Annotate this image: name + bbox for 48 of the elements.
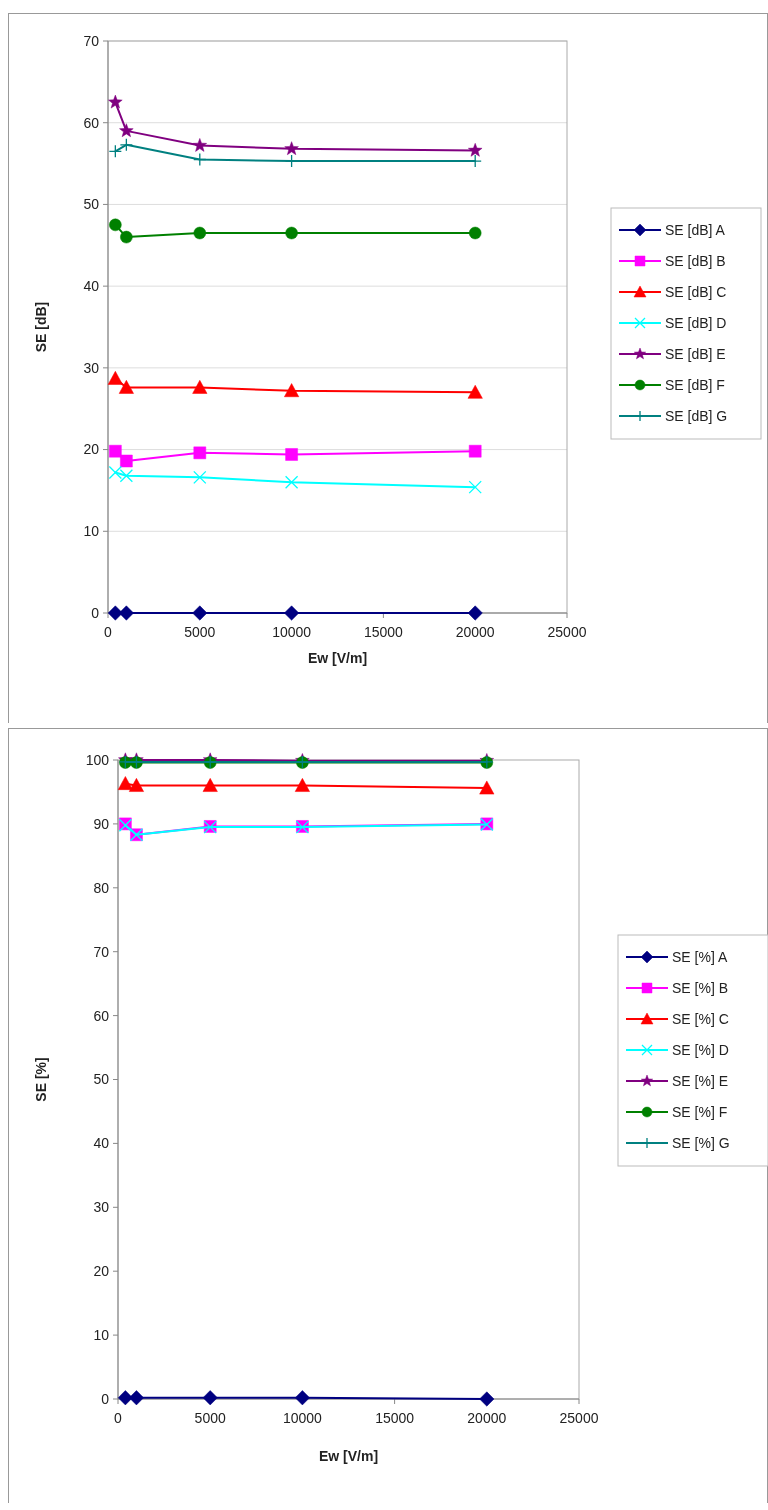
y-tick-label: 100 xyxy=(85,751,110,768)
legend-label: SE [%] B xyxy=(672,979,729,996)
y-axis-title: SE [dB] xyxy=(33,301,49,353)
legend-label: SE [dB] A xyxy=(665,221,726,238)
y-tick-label: 50 xyxy=(83,196,100,213)
legend-label: SE [%] G xyxy=(672,1134,730,1151)
x-tick-label: 10000 xyxy=(282,1410,323,1426)
y-tick-label: 10 xyxy=(93,1327,110,1343)
y-tick-label: 0 xyxy=(101,1390,110,1407)
legend-label: SE [%] D xyxy=(672,1041,729,1058)
y-axis-title: SE [%] xyxy=(33,1057,49,1102)
y-tick-label: 70 xyxy=(83,32,100,49)
x-tick-label: 25000 xyxy=(559,1410,599,1426)
x-tick-label: 5000 xyxy=(184,624,216,640)
y-tick-label: 40 xyxy=(83,278,100,295)
legend-label: SE [dB] F xyxy=(665,376,725,393)
legend-label: SE [dB] C xyxy=(665,283,727,300)
x-axis-title: Ew [V/m] xyxy=(307,650,368,666)
x-tick-label: 25000 xyxy=(547,624,587,640)
legend-label: SE [dB] D xyxy=(665,314,727,331)
legend-label: SE [dB] G xyxy=(665,407,728,424)
legend-label: SE [dB] B xyxy=(665,252,726,269)
legend-label: SE [dB] E xyxy=(665,345,726,362)
x-tick-label: 20000 xyxy=(467,1410,507,1426)
y-tick-label: 80 xyxy=(93,879,110,896)
legend-label: SE [%] F xyxy=(672,1103,728,1120)
x-tick-label: 10000 xyxy=(272,624,312,640)
y-tick-label: 40 xyxy=(93,1135,110,1152)
y-tick-label: 20 xyxy=(93,1263,110,1280)
x-tick-label: 15000 xyxy=(363,624,404,640)
legend-label: SE [%] E xyxy=(672,1072,729,1089)
y-tick-label: 0 xyxy=(91,604,100,621)
x-tick-label: 15000 xyxy=(375,1410,415,1426)
y-tick-label: 50 xyxy=(93,1071,110,1088)
legend-label: SE [%] C xyxy=(672,1010,729,1027)
y-tick-label: 30 xyxy=(83,359,100,376)
legend-label: SE [%] A xyxy=(672,948,728,965)
y-tick-label: 90 xyxy=(93,815,110,832)
y-tick-label: 60 xyxy=(93,1007,110,1024)
y-tick-label: 20 xyxy=(83,441,100,458)
x-tick-label: 5000 xyxy=(194,1410,226,1426)
y-tick-label: 10 xyxy=(83,523,100,540)
y-tick-label: 70 xyxy=(93,943,110,960)
x-axis-title: Ew [V/m] xyxy=(318,1448,379,1464)
x-tick-label: 20000 xyxy=(455,624,495,640)
y-tick-label: 60 xyxy=(83,114,100,131)
x-tick-label: 0 xyxy=(114,1410,123,1426)
y-tick-label: 30 xyxy=(93,1199,110,1216)
